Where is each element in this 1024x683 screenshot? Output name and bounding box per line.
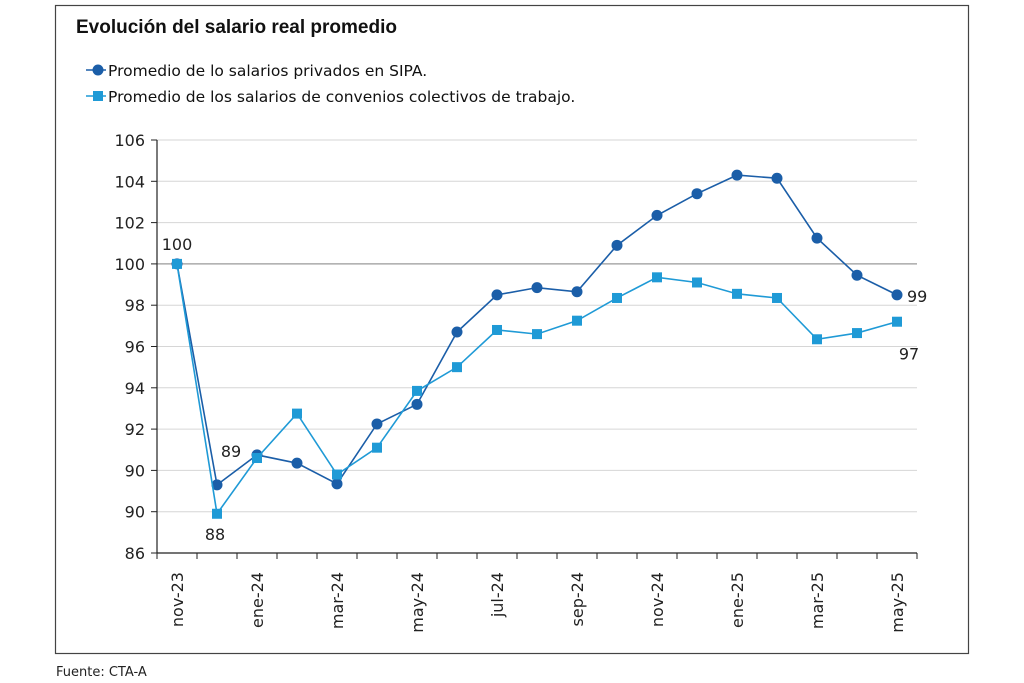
data-label: 88 — [205, 525, 225, 544]
data-point — [332, 469, 342, 480]
data-point — [292, 408, 302, 419]
legend-marker-square-icon — [93, 91, 103, 101]
data-point — [732, 288, 742, 299]
data-point — [212, 508, 222, 519]
legend-label: Promedio de los salarios de convenios co… — [108, 88, 575, 106]
x-tick-label: mar-24 — [328, 572, 347, 629]
data-point — [851, 269, 863, 281]
y-tick-label: 92 — [125, 420, 145, 439]
y-tick-label: 102 — [114, 214, 145, 233]
y-tick-label: 94 — [125, 379, 145, 398]
series-convenios — [172, 258, 902, 519]
y-tick-label: 106 — [114, 131, 145, 150]
data-point — [411, 398, 423, 410]
data-point — [772, 292, 782, 303]
data-label: 100 — [162, 235, 193, 254]
data-point — [172, 258, 182, 269]
y-tick-label: 96 — [125, 338, 145, 357]
axes: 86 90 90 92 94 96 98 100 102 104 106 nov-23 ene-24 ma… — [114, 131, 918, 633]
x-tick-label: nov-23 — [168, 572, 187, 627]
y-tick-label: 100 — [114, 255, 145, 274]
y-tick-label: 90 — [125, 461, 145, 480]
data-labels: 100 89 88 99 97 — [162, 235, 928, 544]
legend-item: Promedio de los salarios de convenios co… — [86, 88, 575, 106]
data-point — [531, 282, 543, 294]
data-point — [492, 324, 502, 335]
data-point — [812, 334, 822, 345]
data-point — [371, 418, 383, 430]
y-tick-label: 104 — [114, 172, 145, 191]
data-point — [771, 172, 783, 184]
x-tick-label: may-25 — [888, 572, 907, 633]
y-tick-label: 86 — [125, 544, 145, 563]
data-point — [572, 315, 582, 326]
data-point — [252, 453, 262, 464]
legend: Promedio de lo salarios privados en SIPA… — [86, 62, 575, 106]
chart-frame — [54, 4, 970, 655]
data-point — [652, 272, 662, 283]
data-label: 97 — [899, 345, 919, 364]
data-label: 99 — [907, 287, 927, 306]
x-tick-label: sep-24 — [568, 572, 587, 626]
x-tick-label: mar-25 — [808, 572, 827, 629]
x-tick-label: jul-24 — [488, 572, 507, 618]
source-note: Fuente: CTA-A — [56, 665, 147, 680]
data-point — [852, 328, 862, 339]
chart-title: Evolución del salario real promedio — [76, 17, 397, 38]
data-point — [412, 385, 422, 396]
data-label: 89 — [221, 442, 241, 461]
series-group — [171, 169, 903, 519]
data-point — [211, 479, 223, 491]
data-point — [451, 326, 463, 338]
data-point — [692, 277, 702, 288]
data-point — [571, 286, 583, 298]
data-point — [892, 316, 902, 327]
data-point — [532, 329, 542, 340]
data-point — [731, 169, 743, 181]
data-point — [651, 209, 663, 221]
data-point — [331, 478, 343, 490]
data-point — [372, 442, 382, 453]
legend-marker-circle-icon — [92, 64, 104, 76]
data-point — [291, 457, 303, 469]
legend-label: Promedio de lo salarios privados en SIPA… — [108, 62, 427, 80]
data-point — [891, 289, 903, 301]
x-tick-label: ene-25 — [728, 572, 747, 628]
data-point — [691, 188, 703, 200]
x-tick-label: ene-24 — [248, 572, 267, 628]
x-tick-label: nov-24 — [648, 572, 667, 627]
data-point — [491, 289, 503, 301]
y-tick-label: 90 — [125, 503, 145, 522]
legend-item: Promedio de lo salarios privados en SIPA… — [86, 62, 427, 80]
x-tick-label: may-24 — [408, 572, 427, 633]
data-point — [452, 362, 462, 373]
y-tick-label: 98 — [125, 296, 145, 315]
data-point — [612, 292, 622, 303]
data-point — [611, 239, 623, 251]
data-point — [811, 232, 823, 244]
